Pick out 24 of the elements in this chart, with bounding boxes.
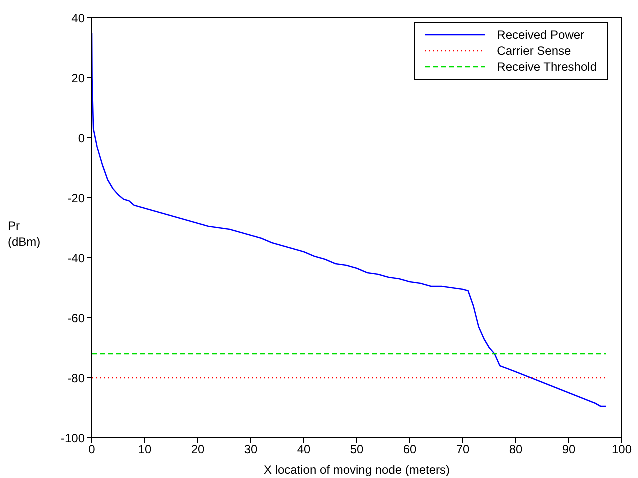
y-tick-label: -60 xyxy=(68,311,86,326)
x-tick-label: 0 xyxy=(88,442,96,457)
x-tick-label: 80 xyxy=(509,442,523,457)
legend-label: Receive Threshold xyxy=(497,60,597,74)
y-tick-label: -100 xyxy=(60,431,86,446)
x-tick-label: 20 xyxy=(191,442,205,457)
x-tick-label: 70 xyxy=(456,442,470,457)
x-tick-label: 50 xyxy=(350,442,364,457)
x-tick-label: 100 xyxy=(612,442,632,457)
legend-label: Carrier Sense xyxy=(497,44,572,58)
x-tick-label: 60 xyxy=(403,442,417,457)
y-tick-label: -20 xyxy=(68,191,86,206)
x-tick-label: 40 xyxy=(297,442,311,457)
y-tick-label: 0 xyxy=(78,131,86,146)
x-tick-label: 90 xyxy=(562,442,576,457)
y-tick-label: 20 xyxy=(72,71,86,86)
y-axis-title: Pr (dBm) xyxy=(8,218,41,250)
y-tick-label: -40 xyxy=(68,251,86,266)
legend-label: Received Power xyxy=(497,28,585,42)
x-axis-title: X location of moving node (meters) xyxy=(264,463,450,477)
x-tick-label: 30 xyxy=(244,442,258,457)
y-tick-label: -80 xyxy=(68,371,86,386)
y-tick-label: 40 xyxy=(72,11,86,26)
x-tick-label: 10 xyxy=(138,442,152,457)
